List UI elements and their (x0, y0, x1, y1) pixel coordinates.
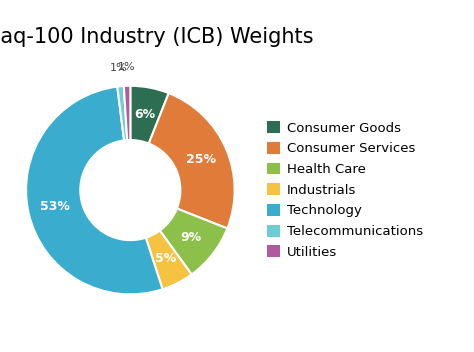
Text: 9%: 9% (181, 231, 202, 244)
Wedge shape (124, 86, 130, 140)
Title: Nasdaq-100 Industry (ICB) Weights: Nasdaq-100 Industry (ICB) Weights (0, 27, 313, 47)
Wedge shape (26, 87, 163, 294)
Legend: Consumer Goods, Consumer Services, Health Care, Industrials, Technology, Telecom: Consumer Goods, Consumer Services, Healt… (267, 121, 423, 259)
Text: 6%: 6% (134, 108, 155, 121)
Text: 25%: 25% (186, 153, 216, 166)
Wedge shape (160, 208, 228, 275)
Text: 53%: 53% (40, 200, 70, 213)
Wedge shape (146, 231, 191, 289)
Text: 5%: 5% (155, 252, 176, 265)
Wedge shape (149, 93, 235, 228)
Text: 1%: 1% (110, 63, 128, 73)
Wedge shape (130, 86, 169, 144)
Wedge shape (117, 86, 127, 140)
Text: 1%: 1% (118, 62, 135, 72)
